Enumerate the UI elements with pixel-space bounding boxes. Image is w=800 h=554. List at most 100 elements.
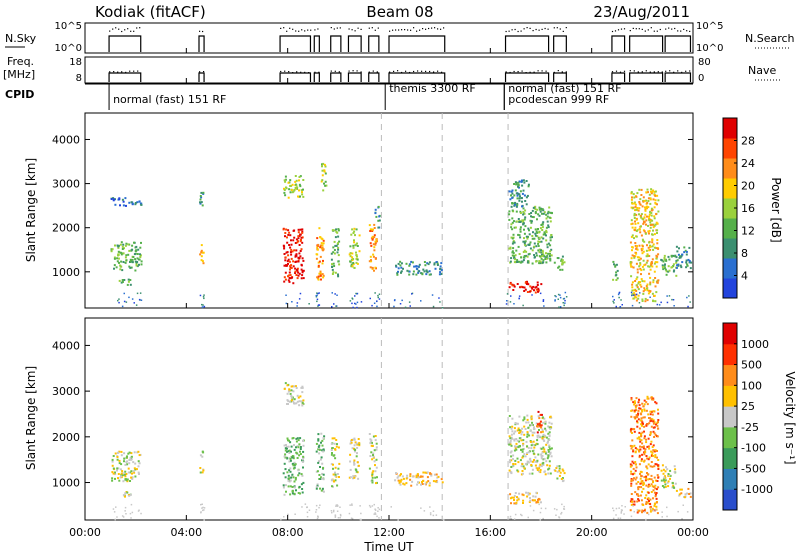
nave-dot bbox=[649, 71, 651, 73]
power-cell bbox=[548, 206, 551, 209]
power-cell bbox=[129, 279, 132, 281]
power-cell bbox=[349, 245, 352, 248]
velocity-cell bbox=[138, 509, 140, 511]
power-cell bbox=[512, 252, 515, 254]
velocity-cell bbox=[523, 453, 526, 456]
velocity-cell bbox=[548, 460, 551, 463]
velocity-cell bbox=[547, 454, 550, 457]
velocity-cell bbox=[663, 476, 666, 479]
power-cell bbox=[548, 216, 551, 219]
power-cell bbox=[514, 226, 517, 229]
velocity-cell bbox=[400, 478, 403, 481]
velocity-cell bbox=[542, 446, 545, 449]
nsearch-dot bbox=[689, 30, 691, 32]
velocity-cell bbox=[647, 483, 650, 486]
power-cell bbox=[117, 257, 120, 260]
power-cell bbox=[635, 218, 638, 221]
velocity-cell bbox=[513, 449, 516, 452]
velocity-cell bbox=[123, 472, 126, 475]
velocity-cell bbox=[650, 508, 653, 510]
power-cell bbox=[672, 265, 675, 267]
power-cell bbox=[529, 285, 532, 288]
velocity-cell bbox=[321, 462, 324, 465]
power-cell bbox=[540, 240, 543, 243]
power-cell bbox=[644, 263, 647, 266]
nave-dot bbox=[393, 70, 395, 72]
velocity-cell bbox=[510, 444, 513, 447]
power-cell bbox=[508, 247, 511, 250]
power-cell bbox=[647, 289, 650, 292]
power-cell bbox=[319, 255, 322, 258]
power-cell bbox=[637, 222, 640, 225]
power-cell bbox=[136, 253, 139, 255]
nsearch-dot bbox=[638, 28, 640, 30]
velocity-cell bbox=[320, 432, 323, 435]
velocity-cell bbox=[652, 444, 655, 447]
velocity-cell bbox=[301, 488, 304, 490]
velocity-cell bbox=[540, 453, 543, 456]
power-cell bbox=[199, 195, 202, 197]
nsky-segment bbox=[347, 35, 362, 52]
velocity-cell bbox=[318, 460, 320, 463]
nsearch-dot bbox=[389, 30, 391, 32]
velocity-cell bbox=[661, 485, 664, 487]
velocity-cell bbox=[315, 487, 318, 490]
power-cell bbox=[355, 303, 357, 305]
velocity-cell bbox=[630, 470, 633, 473]
nave-dot bbox=[113, 71, 115, 73]
power-cell bbox=[371, 228, 374, 231]
power-cell bbox=[657, 199, 660, 202]
power-cell bbox=[545, 257, 548, 260]
velocity-cell bbox=[519, 459, 522, 462]
velocity-cell bbox=[652, 410, 655, 413]
nave-dot bbox=[681, 71, 683, 73]
velocity-cell bbox=[630, 498, 633, 501]
velocity-cell bbox=[647, 445, 650, 448]
velocity-cell bbox=[295, 446, 297, 449]
velocity-cell bbox=[371, 505, 374, 507]
power-cell bbox=[648, 241, 651, 244]
velocity-cell bbox=[526, 435, 529, 438]
power-cell bbox=[524, 244, 527, 246]
velocity-cell bbox=[298, 443, 301, 446]
power-cell bbox=[649, 244, 651, 247]
velocity-cell bbox=[521, 448, 524, 451]
power-cbar-swatch bbox=[723, 138, 737, 159]
power-cell bbox=[512, 233, 515, 236]
velocity-cell bbox=[543, 448, 546, 451]
velocity-cell bbox=[509, 439, 512, 442]
velocity-cell bbox=[350, 440, 353, 443]
velocity-cell bbox=[111, 458, 114, 461]
power-cbar-swatch bbox=[723, 178, 737, 199]
power-cell bbox=[351, 252, 354, 255]
power-cell bbox=[647, 206, 650, 209]
velocity-cell bbox=[512, 463, 515, 465]
nsky-segment bbox=[611, 35, 626, 52]
velocity-cell bbox=[289, 493, 292, 496]
power-cell bbox=[374, 240, 377, 243]
velocity-cell bbox=[137, 510, 140, 512]
velocity-cell bbox=[666, 468, 669, 471]
power-cell bbox=[316, 298, 319, 301]
velocity-cell bbox=[656, 424, 659, 427]
power-cell bbox=[546, 254, 549, 257]
power-cell bbox=[137, 248, 140, 251]
freq-segment bbox=[553, 72, 567, 82]
velocity-cell bbox=[337, 517, 340, 519]
time-axis: 00:00 04:00 08:00 12:00 16:00 20:00 00:00 bbox=[69, 48, 709, 539]
power-cell bbox=[539, 262, 542, 265]
power-cell bbox=[375, 238, 378, 241]
velocity-cell bbox=[526, 431, 529, 434]
nsearch-dot bbox=[544, 27, 546, 30]
power-cell bbox=[651, 265, 654, 268]
velocity-cell bbox=[643, 425, 646, 428]
power-cell bbox=[397, 270, 399, 273]
velocity-cell bbox=[435, 473, 438, 476]
power-cell bbox=[432, 305, 435, 308]
velocity-cell bbox=[349, 468, 352, 471]
nsearch-dot bbox=[354, 30, 356, 32]
power-cell bbox=[288, 188, 291, 191]
nsearch-dot bbox=[407, 29, 409, 31]
power-cell bbox=[643, 230, 646, 233]
power-cell bbox=[202, 251, 205, 254]
